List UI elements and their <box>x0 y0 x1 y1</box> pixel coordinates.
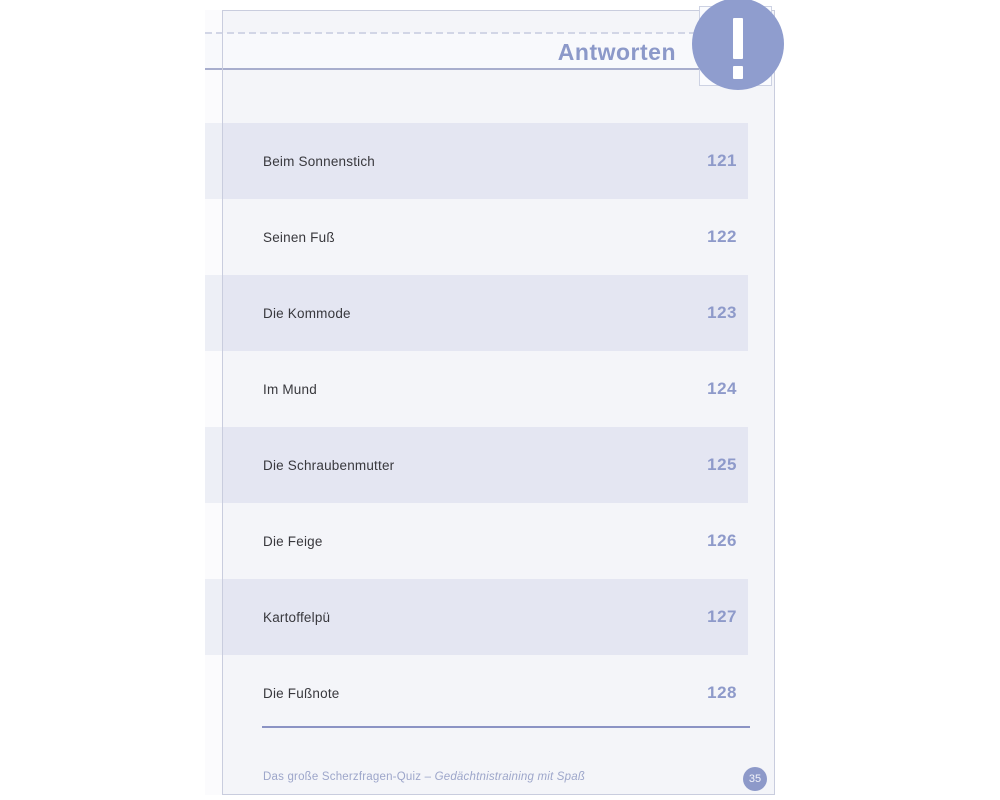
footer-separator: – <box>424 771 432 783</box>
list-item: Die Feige 126 <box>205 503 748 579</box>
exclamation-badge <box>692 0 784 90</box>
answer-text: Die Fußnote <box>263 685 340 701</box>
answer-page-number: 124 <box>707 379 737 398</box>
header-solid-divider <box>205 68 770 70</box>
page-border-left <box>222 10 223 795</box>
list-item: Im Mund 124 <box>205 351 748 427</box>
answer-text: Im Mund <box>263 381 317 397</box>
answers-list: Beim Sonnenstich 121 Seinen Fuß 122 Die … <box>205 123 748 731</box>
answer-text: Die Kommode <box>263 305 351 321</box>
page-border-right <box>774 10 775 795</box>
answer-page-number: 126 <box>707 531 737 550</box>
answer-page-number: 122 <box>707 227 737 246</box>
footer-caption: Das große Scherzfragen-Quiz – Gedächtnis… <box>263 771 585 783</box>
list-item: Seinen Fuß 122 <box>205 199 748 275</box>
answer-text: Beim Sonnenstich <box>263 153 376 169</box>
answer-text: Kartoffelpü <box>263 609 331 625</box>
header-band <box>205 33 774 68</box>
answer-text: Seinen Fuß <box>263 229 335 245</box>
answer-page-number: 127 <box>707 607 737 626</box>
page-title: Antworten <box>557 39 676 65</box>
list-item: Kartoffelpü 127 <box>205 579 748 655</box>
answer-text: Die Schraubenmutter <box>263 457 395 473</box>
answer-page-number: 123 <box>707 303 737 322</box>
footer-subtitle: Gedächtnistraining mit Spaß <box>434 771 586 783</box>
page-number-badge: 35 <box>743 767 767 791</box>
list-item: Die Schraubenmutter 125 <box>205 427 748 503</box>
answer-page-number: 125 <box>707 455 737 474</box>
answer-page-number: 128 <box>707 683 737 702</box>
header-dashed-divider <box>205 32 695 34</box>
exclamation-icon <box>733 18 743 59</box>
answer-text: Die Feige <box>263 533 323 549</box>
list-item: Die Kommode 123 <box>205 275 748 351</box>
exclamation-icon-dot <box>733 66 743 79</box>
page-border-bottom <box>222 794 775 795</box>
list-item: Beim Sonnenstich 121 <box>205 123 748 199</box>
list-item: Die Fußnote 128 <box>205 655 748 731</box>
page-border-top <box>222 10 775 11</box>
footer-book-title: Das große Scherzfragen-Quiz <box>263 771 422 783</box>
list-end-divider <box>262 726 750 728</box>
answer-page-number: 121 <box>707 151 737 170</box>
